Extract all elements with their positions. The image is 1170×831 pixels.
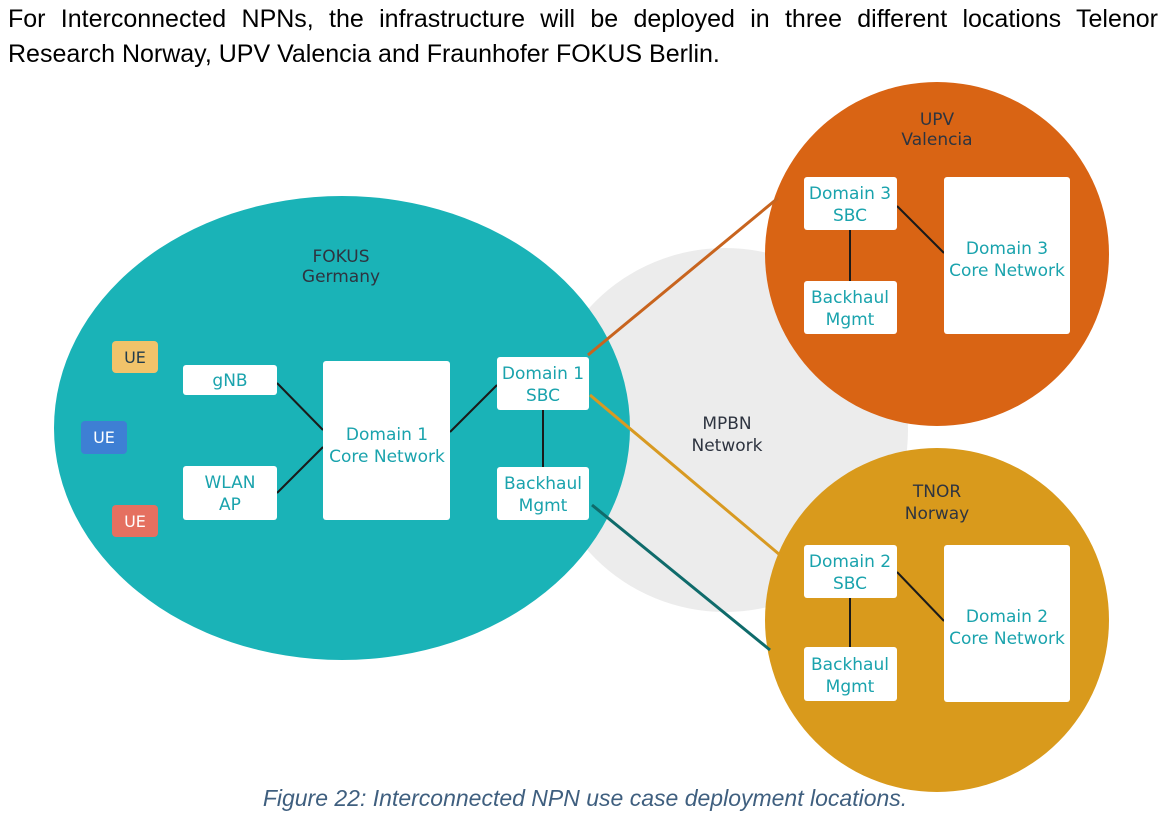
domain2-sbc-box-shape [804,545,897,598]
domain1-core-network-box-shape [323,361,450,520]
domain3-backhaul-label-line1: Backhaul [811,288,889,308]
domain3-core-network-box-shape [944,177,1070,334]
domain1-backhaul-label-line1: Backhaul [504,474,582,494]
gnb-box: gNB [183,365,277,395]
domain2-backhaul-label-line2: Mgmt [826,677,875,697]
domain2-sbc-box: Domain 2 SBC [804,545,897,598]
wlan-ap-box: WLAN AP [183,466,277,520]
domain1-core-network-box: Domain 1 Core Network [323,361,450,520]
domain3-core-network-box: Domain 3 Core Network [944,177,1070,334]
ue-badge-blue: UE [81,421,127,454]
domain2-sbc-label-line1: Domain 2 [809,552,891,572]
domain1-sbc-label-line1: Domain 1 [502,364,584,384]
wlan-ap-label-line1: WLAN [204,473,255,493]
ue-badge-red-label: UE [124,512,146,531]
domain1-sbc-box-shape [497,357,589,410]
gnb-label: gNB [212,371,247,391]
ue-badge-blue-label: UE [93,428,115,447]
domain2-core-label-line1: Domain 2 [966,607,1048,627]
link-fokus-tnor [589,393,781,557]
tnor-region [765,448,1109,792]
intro-paragraph: For Interconnected NPNs, the infrastruct… [8,5,1158,68]
tnor-subtitle: Norway [905,504,970,524]
wlan-ap-label-line2: AP [219,495,241,515]
mpbn-subtitle: Network [692,436,763,456]
upv-subtitle: Valencia [901,130,972,150]
figure-caption: Figure 22: Interconnected NPN use case d… [262,785,908,811]
domain3-sbc-box: Domain 3 SBC [804,177,897,230]
domain2-backhaul-mgmt-box: Backhaul Mgmt [804,647,897,701]
ue-badge-yellow: UE [112,341,158,373]
domain2-core-network-box: Domain 2 Core Network [944,545,1070,702]
domain2-backhaul-mgmt-box-shape [804,647,897,701]
domain1-backhaul-label-line2: Mgmt [519,496,568,516]
domain3-backhaul-mgmt-box: Backhaul Mgmt [804,281,897,334]
domain2-sbc-label-line2: SBC [833,574,867,594]
upv-region [765,82,1109,426]
domain2-core-network-box-shape [944,545,1070,702]
domain3-backhaul-label-line2: Mgmt [826,310,875,330]
domain3-backhaul-mgmt-box-shape [804,281,897,334]
link-sbc3-core3 [896,205,945,254]
link-wlan-core [276,446,324,494]
domain1-sbc-label-line2: SBC [526,386,560,406]
domain3-core-label-line1: Domain 3 [966,239,1048,259]
ue-badge-red: UE [112,505,158,537]
tnor-title: TNOR [912,482,961,502]
domain1-backhaul-mgmt-box-shape [497,467,589,520]
ue-badge-red-shape [112,505,158,537]
domain3-sbc-label-line2: SBC [833,206,867,226]
domain1-backhaul-mgmt-box: Backhaul Mgmt [497,467,589,520]
domain3-sbc-box-shape [804,177,897,230]
domain1-core-label-line1: Domain 1 [346,425,428,445]
domain1-sbc-box: Domain 1 SBC [497,357,589,410]
domain1-core-label-line2: Core Network [329,447,445,467]
fokus-subtitle: Germany [302,267,380,287]
ue-badge-blue-shape [81,421,127,454]
mpbn-title: MPBN [702,414,751,434]
ue-badge-yellow-label: UE [124,348,146,367]
link-backhaul-tnor [591,503,771,652]
domain2-backhaul-label-line1: Backhaul [811,655,889,675]
link-fokus-upv [587,196,779,357]
upv-title: UPV [920,110,955,130]
domain3-core-label-line2: Core Network [949,261,1065,281]
domain2-core-label-line2: Core Network [949,629,1065,649]
ue-badge-yellow-shape [112,341,158,373]
domain3-sbc-label-line1: Domain 3 [809,184,891,204]
wlan-ap-box-shape [183,466,277,520]
link-gnb-core [276,382,324,431]
gnb-box-shape [183,365,277,395]
fokus-title: FOKUS [312,247,369,267]
link-core-sbc1 [449,384,498,433]
link-sbc2-core2 [896,571,945,622]
